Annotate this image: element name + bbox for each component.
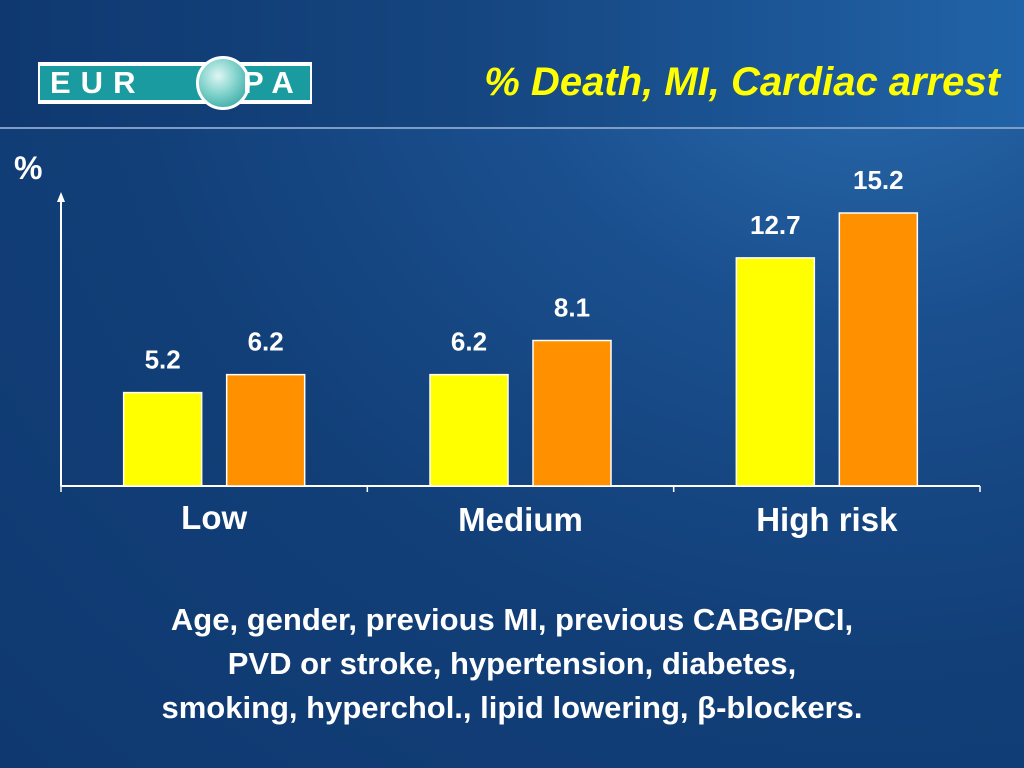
data-label: 6.2 (248, 327, 284, 357)
data-label: 8.1 (554, 293, 590, 323)
heart-globe-icon (196, 56, 250, 110)
bar (838, 212, 919, 487)
y-axis-arrow (57, 192, 65, 202)
caption: Age, gender, previous MI, previous CABG/… (0, 598, 1024, 730)
logo-text-left: EUR (50, 65, 146, 100)
bar (122, 391, 203, 487)
data-label: 15.2 (853, 165, 904, 195)
europa-logo: EUR PA (38, 56, 312, 110)
y-axis-label: % (14, 150, 43, 186)
bar (225, 373, 306, 487)
caption-line-2: PVD or stroke, hypertension, diabetes, (227, 646, 797, 681)
slide-title: % Death, MI, Cardiac arrest (484, 60, 1000, 104)
bar (429, 373, 509, 487)
data-label: 12.7 (750, 210, 801, 240)
category-label: Low (181, 499, 247, 536)
bar (532, 339, 612, 487)
logo-text-right: PA (243, 65, 304, 100)
data-label: 6.2 (451, 327, 487, 357)
header-divider (0, 127, 1024, 129)
bar-chart: 5.2 6.2 Low 6.2 8.1 Medium 12.7 15.2 High risk (57, 165, 919, 538)
bar (735, 257, 816, 487)
data-label: 5.2 (145, 345, 181, 375)
category-label: Medium (458, 501, 583, 538)
category-label: High risk (756, 501, 898, 538)
logo-bar (40, 66, 310, 100)
caption-line-1: Age, gender, previous MI, previous CABG/… (170, 602, 854, 637)
caption-line-3: smoking, hyperchol., lipid lowering, β-b… (161, 690, 863, 725)
